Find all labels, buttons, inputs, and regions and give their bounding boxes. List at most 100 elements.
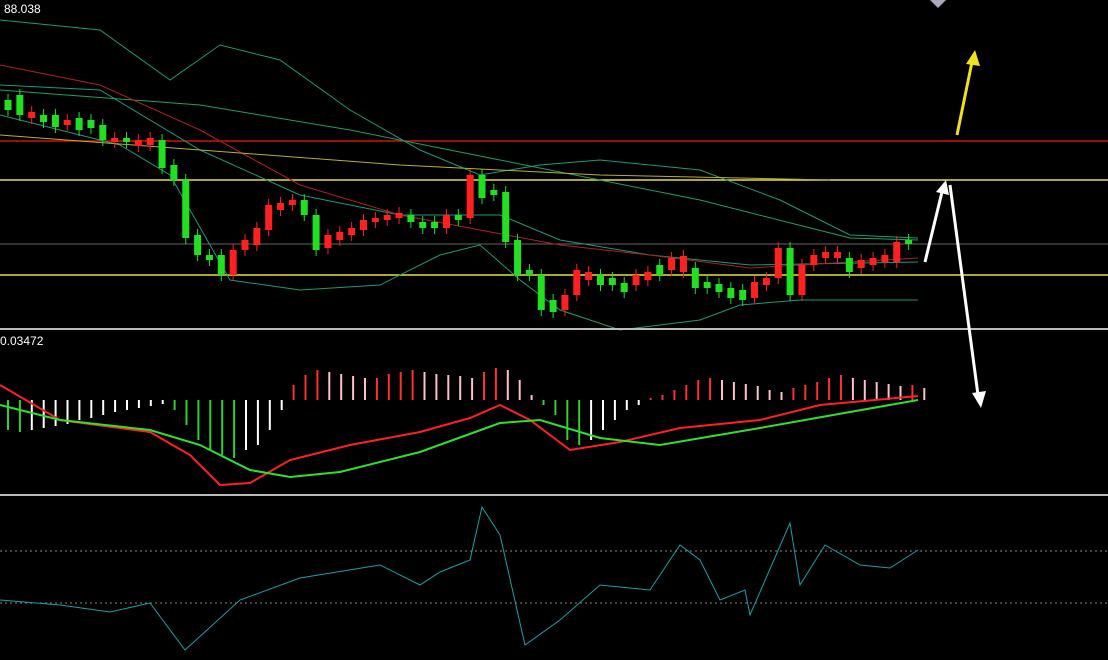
candle-body: [4, 100, 12, 110]
candle-body: [549, 300, 557, 312]
candle-body: [727, 288, 735, 298]
annotations: [923, 0, 986, 408]
middle-band: [0, 84, 919, 266]
candle-body: [857, 260, 865, 268]
candle-body: [561, 295, 569, 310]
candle-body: [537, 275, 545, 310]
candle-body: [774, 248, 782, 278]
candle-body: [407, 215, 415, 222]
candle-body: [751, 282, 759, 298]
candle-body: [597, 275, 604, 285]
candle-body: [16, 95, 24, 115]
candle-body: [644, 272, 652, 280]
oscillator-pane: [0, 505, 1108, 651]
candle-body: [182, 180, 190, 238]
candle-body: [28, 112, 36, 118]
candle-body: [217, 255, 225, 275]
candle-body: [490, 190, 498, 195]
candle-body: [123, 138, 130, 142]
red-ma: [0, 64, 919, 269]
candle-body: [75, 118, 83, 130]
candle-body: [620, 283, 628, 292]
candle-body: [762, 278, 770, 285]
candle-body: [869, 258, 877, 265]
candle-body: [608, 278, 616, 285]
candle-body: [111, 138, 119, 142]
price-pane: 88.038: [0, 2, 1108, 331]
candle-body: [40, 115, 48, 122]
candle-body: [525, 270, 533, 275]
candle-body: [146, 138, 154, 145]
candle-body: [63, 120, 71, 125]
candle-body: [893, 242, 901, 262]
candle-body: [514, 240, 522, 275]
candle-body: [300, 200, 308, 215]
candle-body: [253, 228, 261, 245]
arrow-down-white: [948, 184, 980, 396]
candle-body: [798, 265, 806, 295]
candle-body: [288, 200, 296, 205]
arrow-head: [966, 50, 980, 66]
candle-body: [99, 125, 107, 140]
arrow-up-yellow: [955, 61, 974, 136]
candle-body: [241, 240, 249, 250]
lower-band: [0, 114, 918, 331]
candle-body: [834, 252, 841, 258]
candle-body: [585, 272, 593, 280]
candle-body: [810, 255, 818, 265]
long-ma: [0, 89, 919, 241]
candle-body: [277, 203, 285, 210]
price-label: 88.038: [4, 2, 41, 16]
candle-body: [324, 235, 332, 248]
candle-body: [194, 235, 202, 255]
candle-body: [442, 215, 450, 228]
candle-body: [419, 222, 427, 228]
candle-body: [205, 255, 213, 260]
candle-body: [170, 165, 178, 180]
candle-body: [431, 222, 439, 228]
candle-body: [360, 220, 367, 230]
candle-body: [679, 256, 687, 272]
candle-body: [478, 175, 486, 198]
marker: [930, 0, 946, 8]
candle-body: [158, 140, 166, 168]
dea-line: [0, 399, 919, 479]
candle-body: [134, 140, 142, 146]
dif-line: [0, 384, 919, 487]
candle-body: [312, 215, 320, 250]
candle-body: [668, 258, 676, 270]
upper-band: [0, 19, 919, 239]
candle-body: [454, 215, 462, 220]
yellow-ma: [0, 134, 831, 181]
oscillator-line: [0, 505, 919, 651]
candle-body: [905, 240, 913, 244]
candle-body: [348, 228, 356, 235]
macd-pane: 0.03472: [0, 334, 926, 487]
candle-body: [632, 275, 640, 285]
candle-body: [383, 215, 391, 220]
candle-body: [51, 115, 59, 127]
candle-body: [573, 270, 581, 295]
candle-body: [395, 213, 403, 218]
arrow-up-white: [923, 191, 944, 263]
candle-body: [715, 284, 723, 292]
candle-body: [691, 268, 699, 288]
arrow-head: [972, 391, 986, 408]
candle-body: [845, 258, 853, 272]
candle-body: [739, 290, 747, 300]
candle-body: [822, 252, 830, 258]
arrow-head: [936, 180, 949, 195]
candle-body: [881, 255, 889, 262]
candle-body: [229, 250, 237, 275]
macd-label: 0.03472: [0, 334, 44, 348]
candle-body: [703, 282, 711, 288]
candle-body: [786, 248, 794, 295]
candle-body: [656, 265, 664, 275]
candle-body: [371, 218, 379, 222]
candle-body: [265, 205, 273, 230]
candle-body: [502, 192, 510, 242]
candle-body: [466, 175, 474, 218]
candle-body: [87, 120, 95, 128]
